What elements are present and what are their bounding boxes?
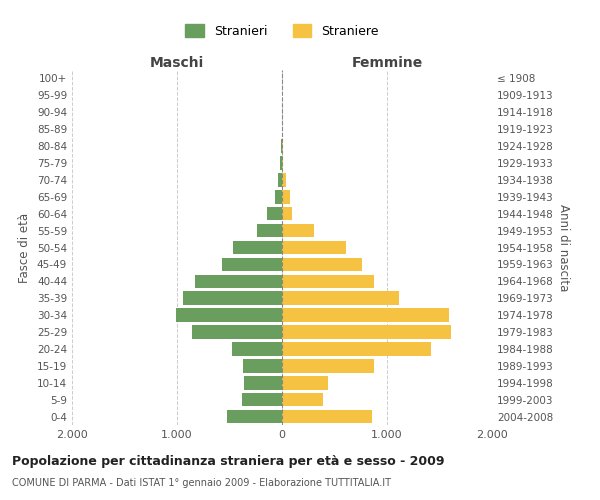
Bar [282,410,372,424]
Text: Popolazione per cittadinanza straniera per età e sesso - 2009: Popolazione per cittadinanza straniera p… [12,455,445,468]
Bar [232,342,282,355]
Bar [282,274,374,288]
Bar [282,207,292,220]
Bar [176,308,282,322]
Bar [278,173,282,186]
Bar [282,393,323,406]
Bar [244,376,282,390]
Bar [222,258,282,271]
Bar [242,359,282,372]
Bar [195,274,282,288]
Text: Femmine: Femmine [352,56,422,70]
Bar [184,292,282,305]
Bar [282,359,374,372]
Bar [275,190,282,203]
Bar [282,376,328,390]
Bar [282,240,346,254]
Bar [282,292,398,305]
Bar [282,258,362,271]
Bar [282,224,314,237]
Bar [280,156,282,170]
Bar [282,173,286,186]
Text: COMUNE DI PARMA - Dati ISTAT 1° gennaio 2009 - Elaborazione TUTTITALIA.IT: COMUNE DI PARMA - Dati ISTAT 1° gennaio … [12,478,391,488]
Bar [233,240,282,254]
Bar [257,224,282,237]
Bar [282,326,451,339]
Legend: Stranieri, Straniere: Stranieri, Straniere [180,20,384,43]
Bar [282,190,290,203]
Y-axis label: Anni di nascita: Anni di nascita [557,204,570,291]
Bar [268,207,282,220]
Bar [282,342,431,355]
Bar [192,326,282,339]
Y-axis label: Fasce di età: Fasce di età [19,212,31,282]
Bar [227,410,282,424]
Bar [282,308,449,322]
Text: Maschi: Maschi [150,56,204,70]
Bar [242,393,282,406]
Bar [282,156,283,170]
